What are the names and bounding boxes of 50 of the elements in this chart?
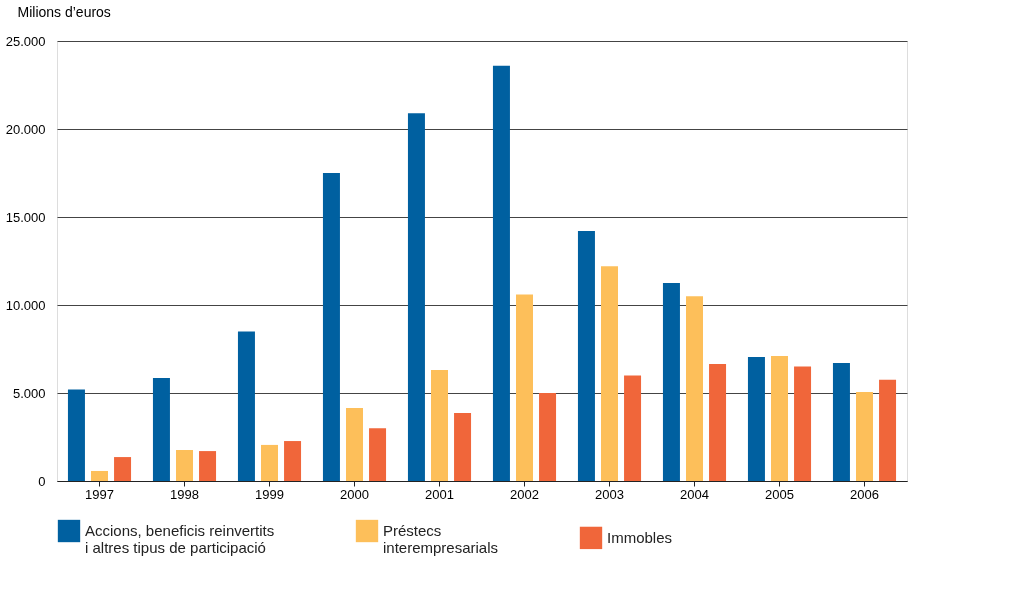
bar (539, 393, 557, 481)
y-tick-label: 0 (38, 473, 46, 489)
bar (407, 113, 425, 481)
bar (199, 451, 217, 481)
bar (176, 450, 193, 481)
bar (114, 457, 132, 481)
bar (794, 366, 812, 481)
x-tick-label: 2002 (510, 486, 539, 502)
y-tick-label: 10.000 (5, 297, 46, 313)
y-tick-label: 25.000 (5, 33, 46, 49)
x-tick-label: 1997 (85, 486, 114, 502)
bar (454, 413, 472, 481)
bar (686, 296, 703, 481)
bar (771, 356, 788, 481)
bar (601, 266, 618, 481)
y-tick-label: 5.000 (12, 385, 46, 401)
x-tick-label: 1998 (170, 486, 199, 502)
bar (431, 370, 448, 481)
y-axis-title: Milions d’euros (17, 3, 111, 20)
x-tick-label: 2000 (340, 486, 369, 502)
legend-label: Préstecs interempresarials (383, 522, 499, 556)
bar (261, 444, 278, 481)
bar (322, 173, 340, 481)
x-tick-label: 2005 (765, 486, 794, 502)
x-tick-label: 2003 (595, 486, 624, 502)
x-tick-label: 2006 (850, 486, 879, 502)
legend-label: Immobles (607, 528, 673, 546)
bar (284, 441, 302, 481)
x-tick-label: 1999 (255, 486, 284, 502)
bar (662, 283, 680, 481)
bar (516, 294, 533, 481)
bar (369, 428, 387, 481)
bar (624, 375, 642, 481)
bar (577, 231, 595, 481)
bar (856, 392, 873, 481)
bar (152, 378, 170, 481)
legend-label: Accions, beneficis reinvertits i altres tipus de participació (85, 522, 275, 556)
x-tick-label: 2001 (425, 486, 454, 502)
bar (492, 65, 510, 481)
bar (67, 389, 85, 481)
y-tick-label: 15.000 (5, 209, 46, 225)
bar (832, 363, 850, 481)
bar (237, 331, 255, 481)
bar (879, 379, 897, 481)
bar (747, 356, 765, 481)
x-tick-label: 2004 (680, 486, 709, 502)
bar (709, 363, 727, 481)
bar (91, 470, 108, 481)
y-tick-label: 20.000 (5, 121, 46, 137)
bar (346, 407, 363, 481)
